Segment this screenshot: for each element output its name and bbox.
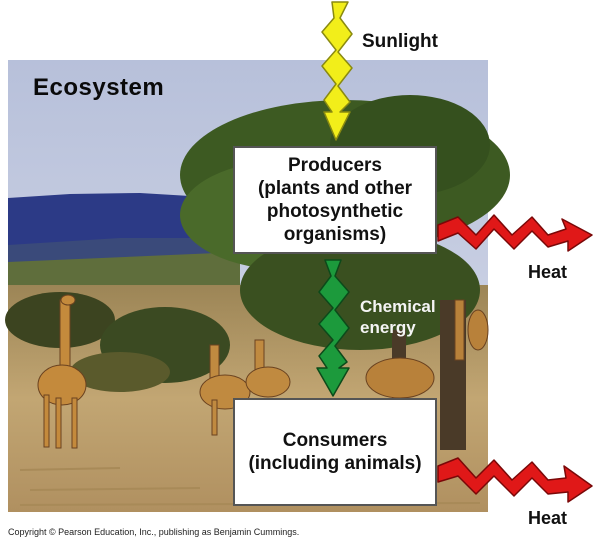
consumers-desc: (including animals) [248, 453, 422, 474]
chemical-energy-label: Chemical energy [360, 296, 436, 338]
copyright-text: Copyright © Pearson Education, Inc., pub… [8, 527, 300, 537]
heat-arrow-bottom-icon [437, 457, 593, 503]
consumers-title: Consumers [282, 430, 388, 451]
chemical-energy-line2: energy [360, 318, 416, 337]
producers-desc-line2: photosynthetic [266, 201, 404, 222]
producers-desc-line1: (plants and other [257, 178, 413, 199]
producers-box: Producers (plants and other photosynthet… [233, 146, 437, 254]
ecosystem-title: Ecosystem [33, 74, 165, 101]
heat-label-top: Heat [528, 262, 568, 282]
heat-label-bottom: Heat [528, 508, 568, 528]
sunlight-label: Sunlight [362, 31, 438, 52]
producers-title: Producers [288, 155, 382, 176]
consumers-box: Consumers (including animals) [233, 398, 437, 506]
producers-desc-line3: organisms) [283, 224, 387, 245]
heat-arrow-top-icon [437, 214, 593, 252]
chemical-energy-arrow-icon [316, 259, 350, 397]
chemical-energy-line1: Chemical [360, 297, 436, 316]
sunlight-arrow-icon [321, 1, 353, 141]
